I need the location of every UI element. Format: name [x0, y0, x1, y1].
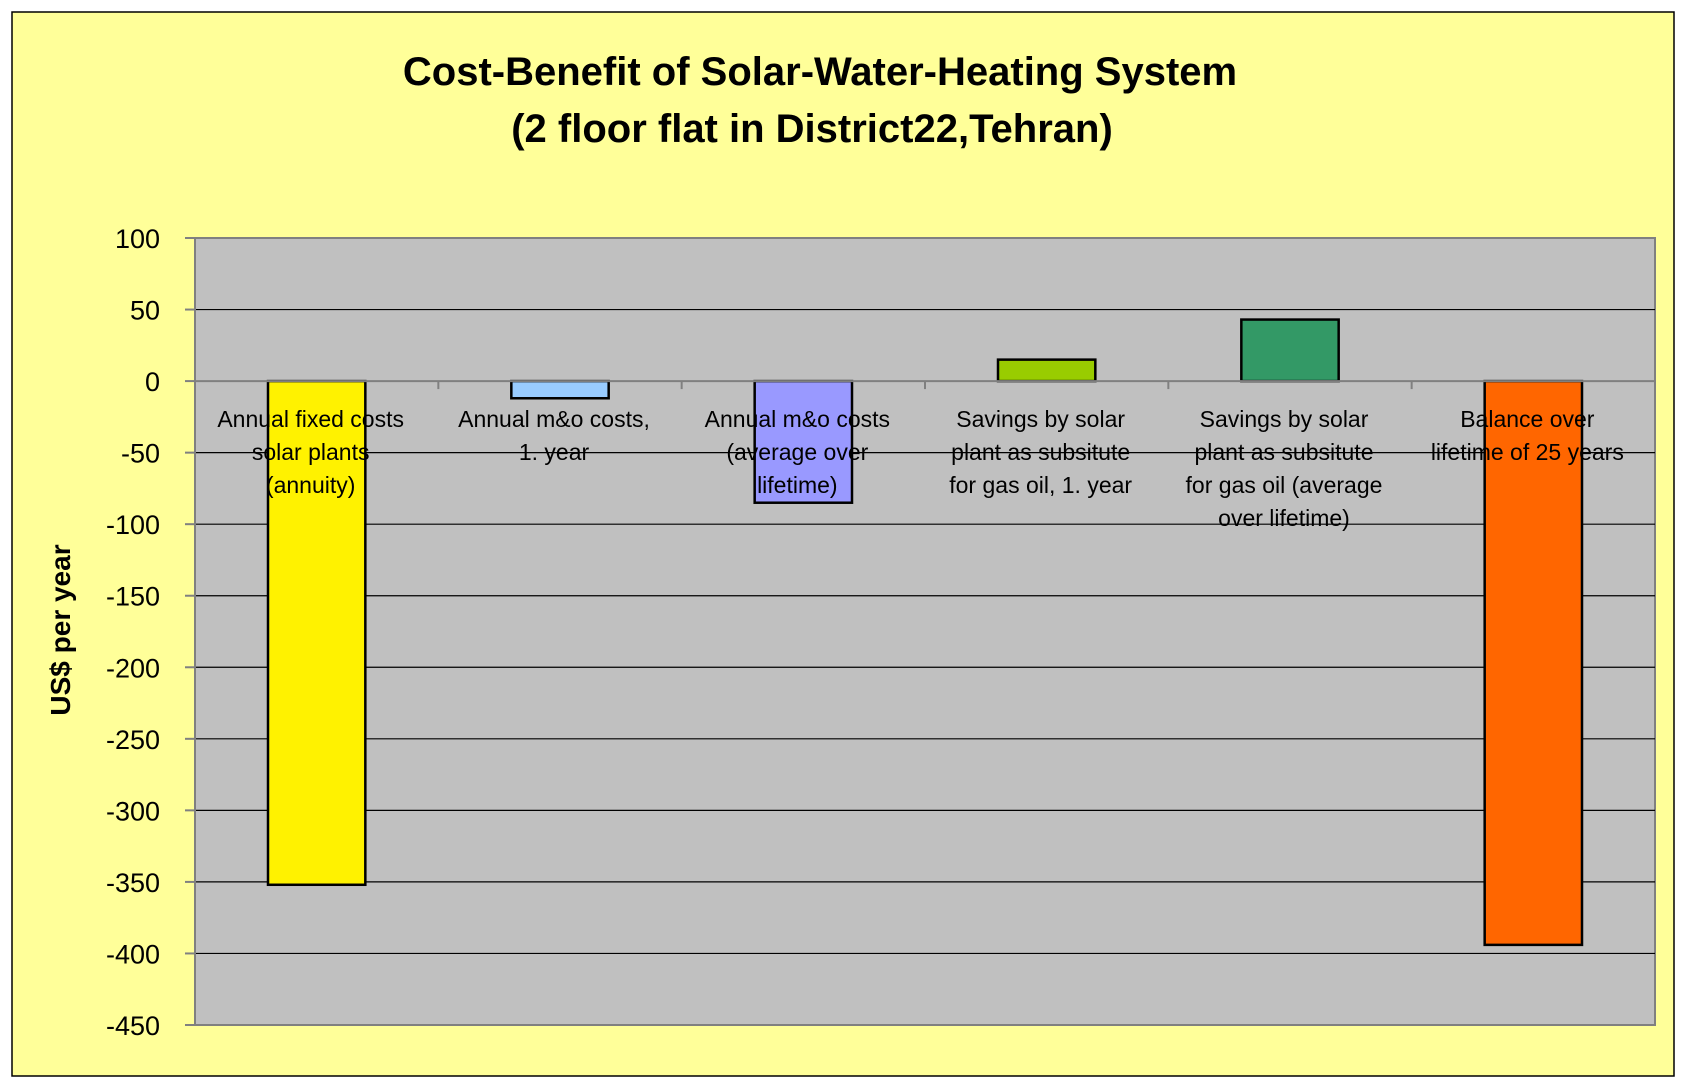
y-tick-label: -350 [106, 868, 160, 898]
y-tick-label: 100 [115, 224, 160, 254]
category-label-line: Savings by solar [956, 406, 1125, 432]
category-label: Annual fixed costs solar plants (annuity) [217, 406, 404, 498]
category-label-line: 1. year [519, 439, 590, 465]
bars [266, 318, 1584, 947]
category-label-line: lifetime of 25 years [1431, 439, 1624, 465]
bar [266, 379, 367, 887]
y-axis-ticks: 100 50 0 -50 -100 -150 -200 -250 -300 -350 -400 -45… [106, 224, 195, 1041]
category-label: Savings by solar plant as subsitute for ga… [1186, 406, 1383, 531]
category-label-line: for gas oil (average [1186, 472, 1383, 498]
y-tick-label: 50 [130, 296, 160, 326]
y-tick-label: -50 [121, 439, 160, 469]
category-label: Savings by solar plant as subsitute for ga… [949, 406, 1132, 498]
y-tick-label: -200 [106, 653, 160, 683]
category-label-line: Annual fixed costs [217, 406, 404, 432]
category-label-line: Balance over [1460, 406, 1595, 432]
x-axis-ticks [194, 381, 1656, 390]
category-label-line: solar plants [252, 439, 370, 465]
category-label-line: (average over [726, 439, 868, 465]
category-label-line: lifetime) [757, 472, 838, 498]
category-label-line: over lifetime) [1218, 505, 1350, 531]
bar [996, 358, 1097, 383]
category-label-line: plant as subsitute [951, 439, 1130, 465]
y-tick-label: -250 [106, 725, 160, 755]
plot-area [194, 237, 1656, 1026]
y-tick-label: -150 [106, 582, 160, 612]
category-label-line: Annual m&o costs [705, 406, 890, 432]
y-axis-label: US$ per year [45, 544, 76, 715]
category-label-line: Savings by solar [1200, 406, 1369, 432]
bar [1483, 379, 1584, 947]
category-label-line: Annual m&o costs, [458, 406, 650, 432]
bar [753, 379, 854, 504]
y-tick-label: -300 [106, 796, 160, 826]
category-label-line: for gas oil, 1. year [949, 472, 1132, 498]
category-label-line: plant as subsitute [1194, 439, 1373, 465]
category-label: Annual m&o costs, 1. year [458, 406, 650, 465]
y-tick-label: 0 [145, 367, 160, 397]
y-tick-label: -450 [106, 1011, 160, 1041]
bar [510, 379, 610, 400]
category-label-line: (annuity) [266, 472, 355, 498]
category-label: Balance over lifetime of 25 years [1431, 406, 1624, 465]
y-tick-label: -400 [106, 939, 160, 969]
category-label: Annual m&o costs (average over lifetime) [705, 406, 890, 498]
y-tick-label: -100 [106, 510, 160, 540]
bar [1240, 318, 1340, 383]
chart-title-line-2: (2 floor flat in District22,Tehran) [511, 107, 1113, 151]
chart-title-line-1: Cost-Benefit of Solar-Water-Heating Syst… [403, 50, 1237, 94]
